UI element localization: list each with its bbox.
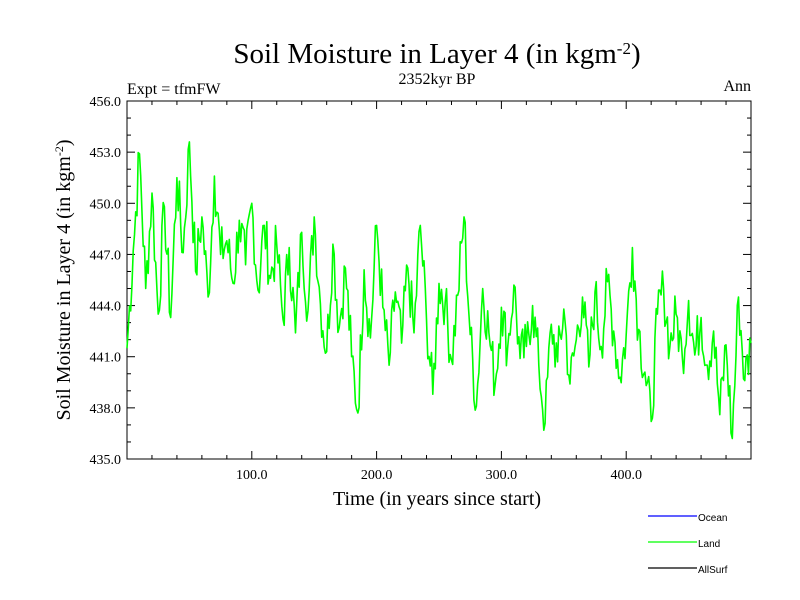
x-tick-label: 100.0 <box>236 468 268 483</box>
legend-label-ocean: Ocean <box>698 513 727 524</box>
x-tick-label: 400.0 <box>610 468 642 483</box>
x-axis: 100.0 200.0 300.0 400.0 <box>151 101 727 483</box>
y-tick-label: 435.0 <box>90 453 122 468</box>
chart-title: Soil Moisture in Layer 4 (in kgm-2) <box>233 38 640 70</box>
y-tick-label: 438.0 <box>90 402 122 417</box>
subtitle-right: Ann <box>723 78 751 95</box>
plot-frame <box>126 100 752 460</box>
subtitle-left: Expt = tfmFW <box>127 81 221 98</box>
y-axis: 435.0 438.0 441.0 444.0 447.0 450.0 453.0 456.0 <box>90 95 751 468</box>
legend-label-allsurf: AllSurf <box>698 565 728 576</box>
legend: Ocean Land AllSurf <box>648 513 728 576</box>
y-axis-label: Soil Moisture in Layer 4 (in kgm-2) <box>52 139 75 420</box>
y-tick-label: 444.0 <box>90 300 122 315</box>
subtitle-center: 2352kyr BP <box>399 71 476 88</box>
y-tick-label: 441.0 <box>90 351 122 366</box>
x-axis-label: Time (in years since start) <box>333 488 541 510</box>
x-tick-label: 300.0 <box>486 468 518 483</box>
y-tick-label: 453.0 <box>90 146 122 161</box>
y-tick-label: 447.0 <box>90 248 122 263</box>
series-line-land <box>126 141 752 440</box>
y-tick-label: 456.0 <box>90 95 122 110</box>
y-tick-label: 450.0 <box>90 197 122 212</box>
legend-label-land: Land <box>698 539 720 550</box>
x-tick-label: 200.0 <box>361 468 393 483</box>
